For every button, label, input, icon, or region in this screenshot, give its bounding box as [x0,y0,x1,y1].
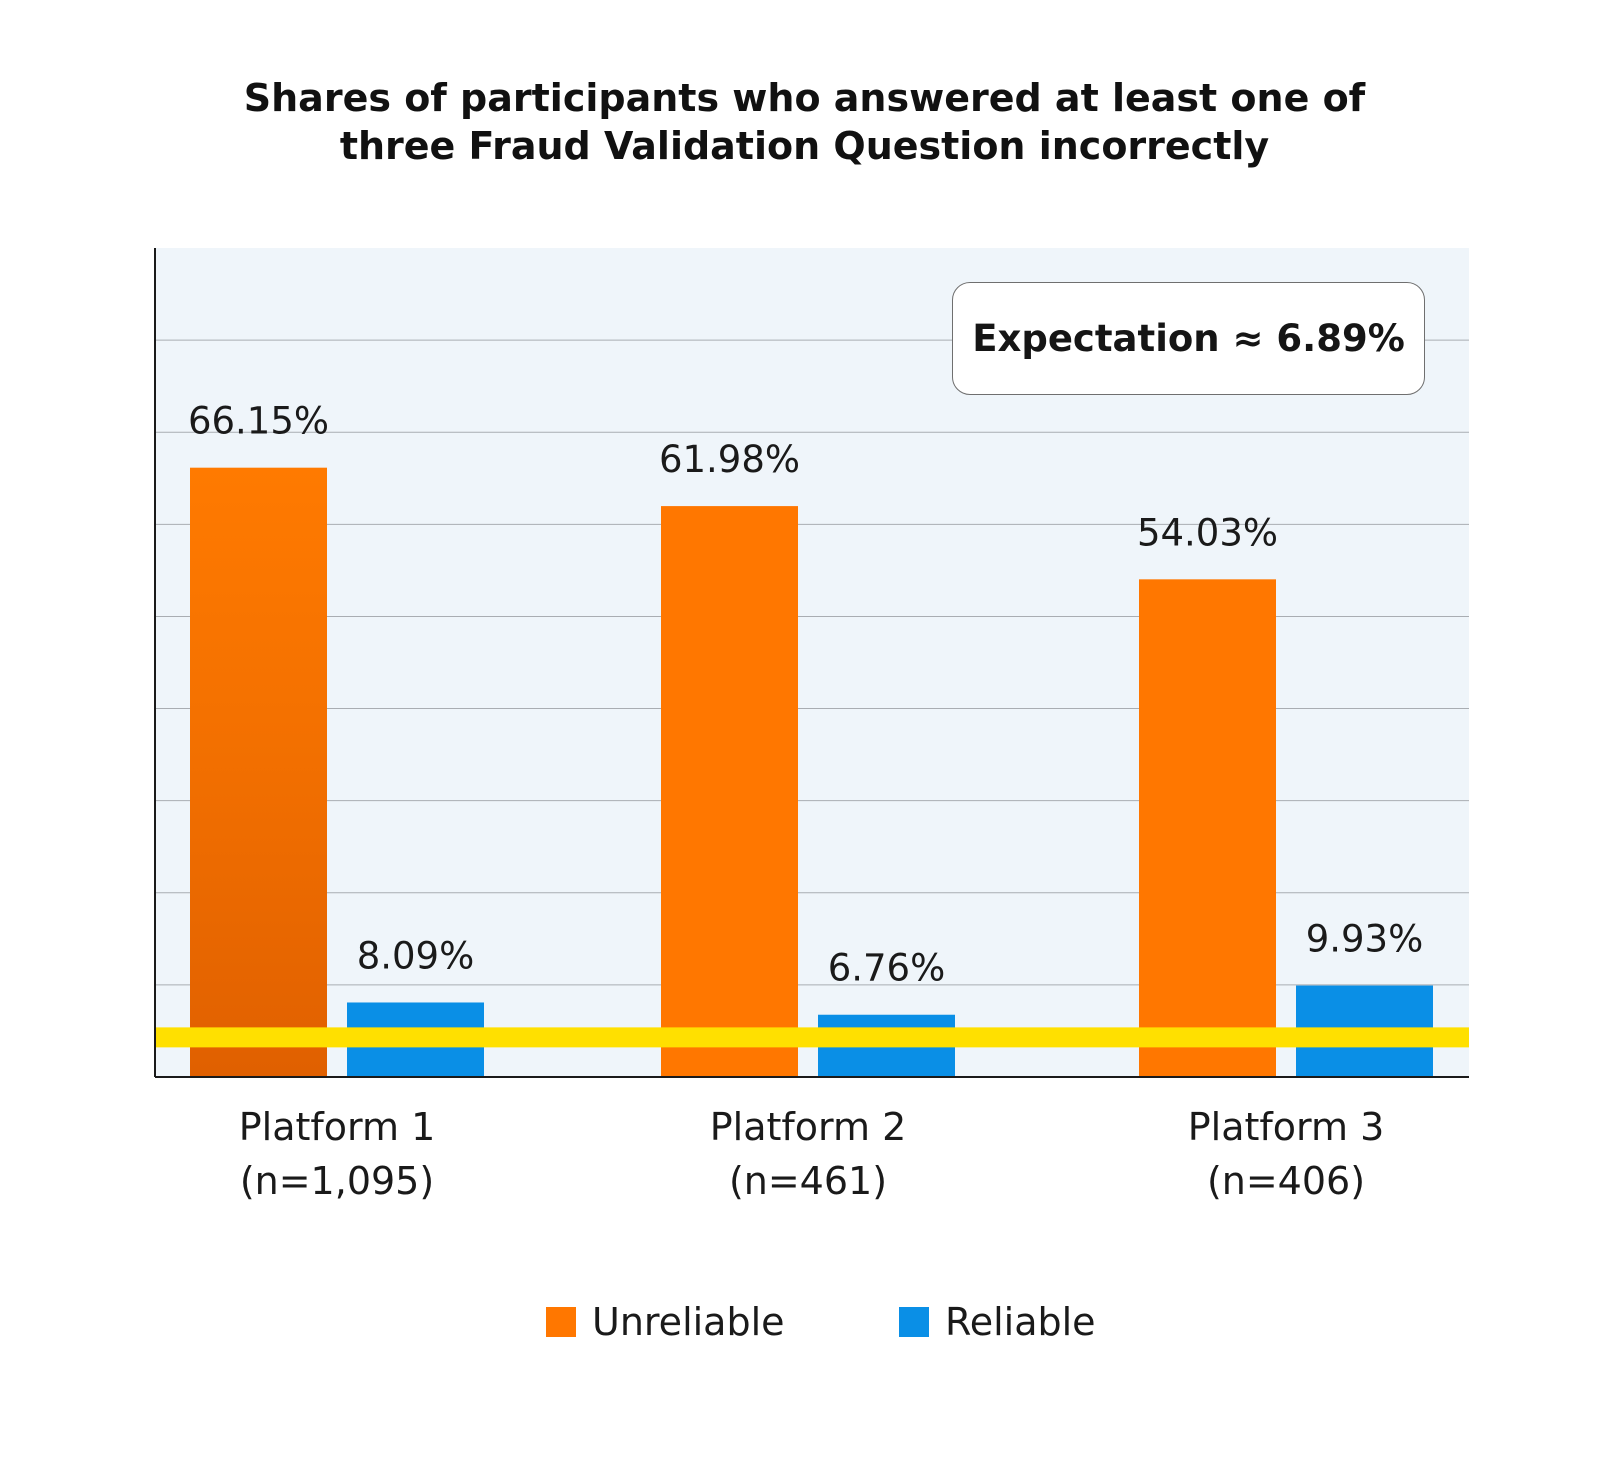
plot-area: 66.15% 8.09% Platform 1 (n=1,095) 61.98% 6.76… [154,248,1469,1203]
bar-unreliable-3 [1139,579,1276,1077]
category-label-3-line-2: (n=406) [1207,1159,1365,1203]
category-label-2-line-2: (n=461) [729,1159,887,1203]
expectation-annotation: Expectation ≈ 6.89% [952,282,1425,395]
category-label-1-line-2: (n=1,095) [240,1159,434,1203]
data-label-unreliable-2: 61.98% [659,438,800,481]
legend-swatch-reliable [899,1307,929,1337]
data-label-reliable-2: 6.76% [828,947,946,990]
data-label-reliable-3: 9.93% [1306,918,1424,961]
legend-swatch-unreliable [546,1307,576,1337]
legend-item-unreliable: Unreliable [546,1297,785,1347]
data-label-unreliable-1: 66.15% [188,400,329,443]
chart-title: Shares of participants who answered at l… [0,74,1609,170]
chart-title-line-2: three Fraud Validation Question incorrec… [339,124,1270,168]
bar-unreliable-1 [190,467,327,1077]
legend: Unreliable Reliable [0,1297,1609,1347]
legend-label-reliable: Reliable [945,1300,1096,1344]
chart-title-line-1: Shares of participants who answered at l… [243,76,1366,120]
expectation-annotation-text: Expectation ≈ 6.89% [972,317,1405,360]
data-label-reliable-1: 8.09% [357,934,475,977]
category-label-3-line-1: Platform 3 [1188,1105,1385,1149]
category-label-1-line-1: Platform 1 [239,1105,436,1149]
category-label-2-line-1: Platform 2 [710,1105,907,1149]
legend-item-reliable: Reliable [899,1297,1096,1347]
legend-label-unreliable: Unreliable [592,1300,785,1344]
bar-unreliable-2 [661,506,798,1077]
data-label-unreliable-3: 54.03% [1137,511,1278,554]
